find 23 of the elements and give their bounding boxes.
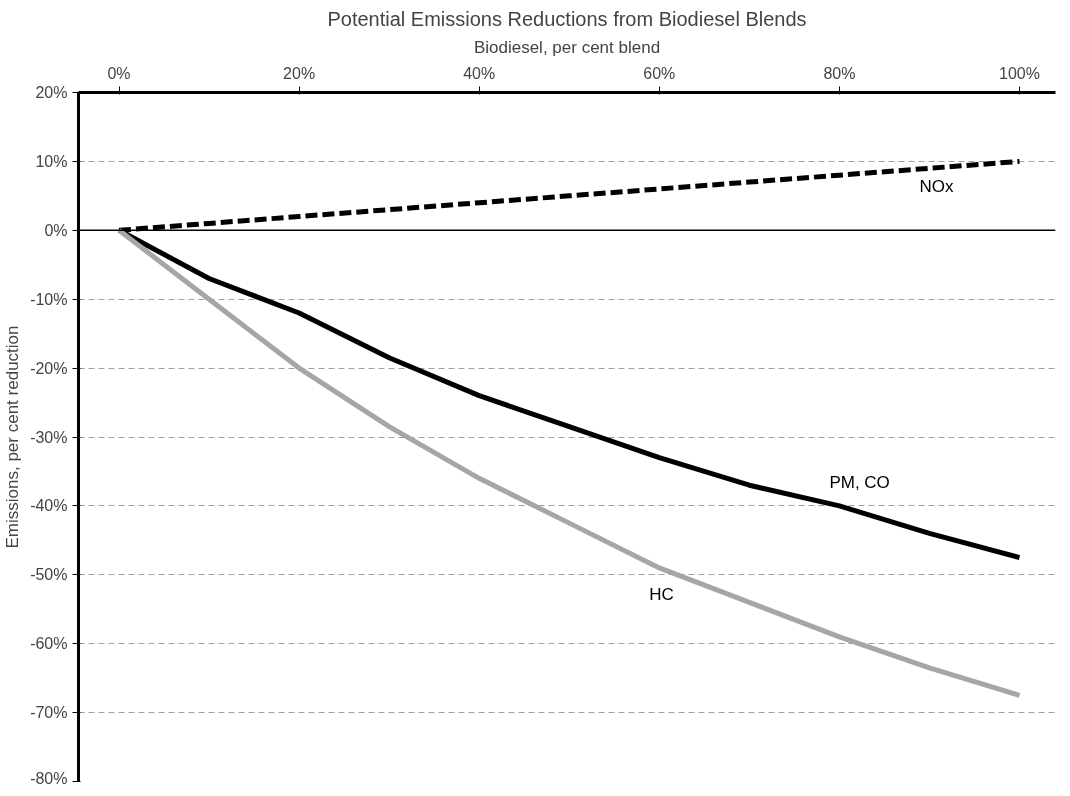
y-tick-label: 10% [35,152,68,170]
x-axis-title: Biodiesel, per cent blend [473,37,661,57]
y-tick-label: -50% [30,566,68,584]
series-label: PM, CO [829,472,890,492]
x-tick-label: 0% [107,64,131,82]
series-label: HC [649,584,674,604]
chart-title: Potential Emissions Reductions from Biodiesel Blends [327,7,807,30]
y-tick-label: -30% [30,428,68,446]
x-tick-label: 80% [823,64,856,82]
series-label: NOx [919,177,954,197]
x-tick-label: 20% [283,64,316,82]
y-tick-label: -80% [30,769,68,787]
y-tick-label: 20% [35,84,68,101]
y-tick-label: -40% [30,497,68,515]
y-axis-title: Emissions, per cent reduction [3,325,23,549]
y-tick-label: -10% [30,290,68,308]
x-tick-label: 100% [999,64,1040,82]
y-tick-label: -20% [30,359,68,377]
y-tick-label: 0% [44,221,68,239]
y-tick-label: -60% [30,635,68,653]
x-tick-label: 60% [643,64,676,82]
x-tick-label: 40% [463,64,496,82]
y-tick-label: -70% [30,704,68,722]
